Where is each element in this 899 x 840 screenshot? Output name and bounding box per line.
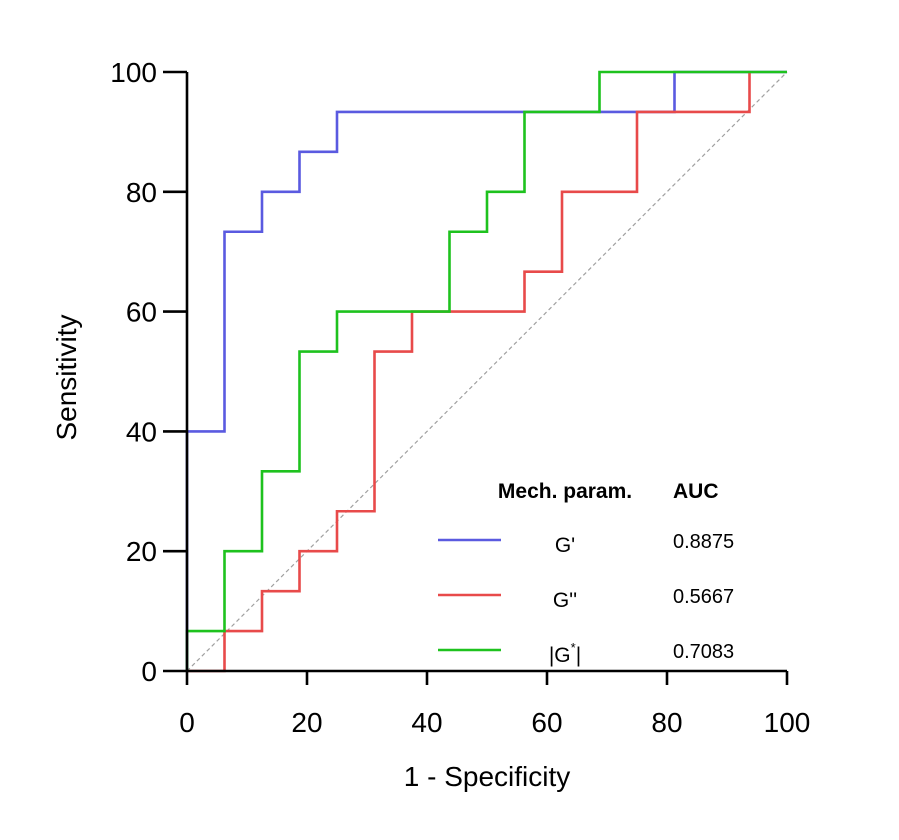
legend-label-1: G'' [553,589,577,612]
x-tick-label: 60 [531,707,562,738]
legend-items: G' 0.8875 G'' 0.5667 |G*| 0.7083 [438,531,734,667]
legend-auc-2: 0.7083 [673,641,734,663]
series-layer [185,70,787,673]
x-axis-title: 1 - Specificity [404,761,571,792]
reference-diagonal-line [186,71,788,672]
legend-header-auc: AUC [673,480,719,503]
legend: Mech. param. AUC G' 0.8875 G'' 0.5667 |G*| 0.… [438,480,734,667]
legend-header-param: Mech. param. [498,480,632,503]
y-tick-label: 0 [141,656,157,687]
x-ticks: 0 20 40 60 80 100 [179,671,810,738]
legend-label-2: |G*| [549,640,581,667]
x-tick-label: 0 [179,707,195,738]
x-tick-label: 80 [651,707,682,738]
legend-auc-1: 0.5667 [673,586,734,608]
x-tick-label: 100 [764,707,811,738]
axes: 0 20 40 60 80 100 0 20 40 60 80 100 [110,57,810,738]
legend-label-0: G' [555,534,575,557]
y-tick-label: 20 [126,536,157,567]
y-tick-label: 80 [126,177,157,208]
y-tick-label: 100 [110,57,157,88]
y-tick-label: 40 [126,416,157,447]
x-tick-label: 40 [411,707,442,738]
y-axis-title: Sensitivity [51,314,82,440]
series-line-1 [187,72,751,673]
legend-auc-0: 0.8875 [673,531,734,553]
x-tick-label: 20 [291,707,322,738]
y-tick-label: 60 [126,297,157,328]
y-ticks: 0 20 40 60 80 100 [110,57,187,687]
series-line-2 [185,70,787,671]
